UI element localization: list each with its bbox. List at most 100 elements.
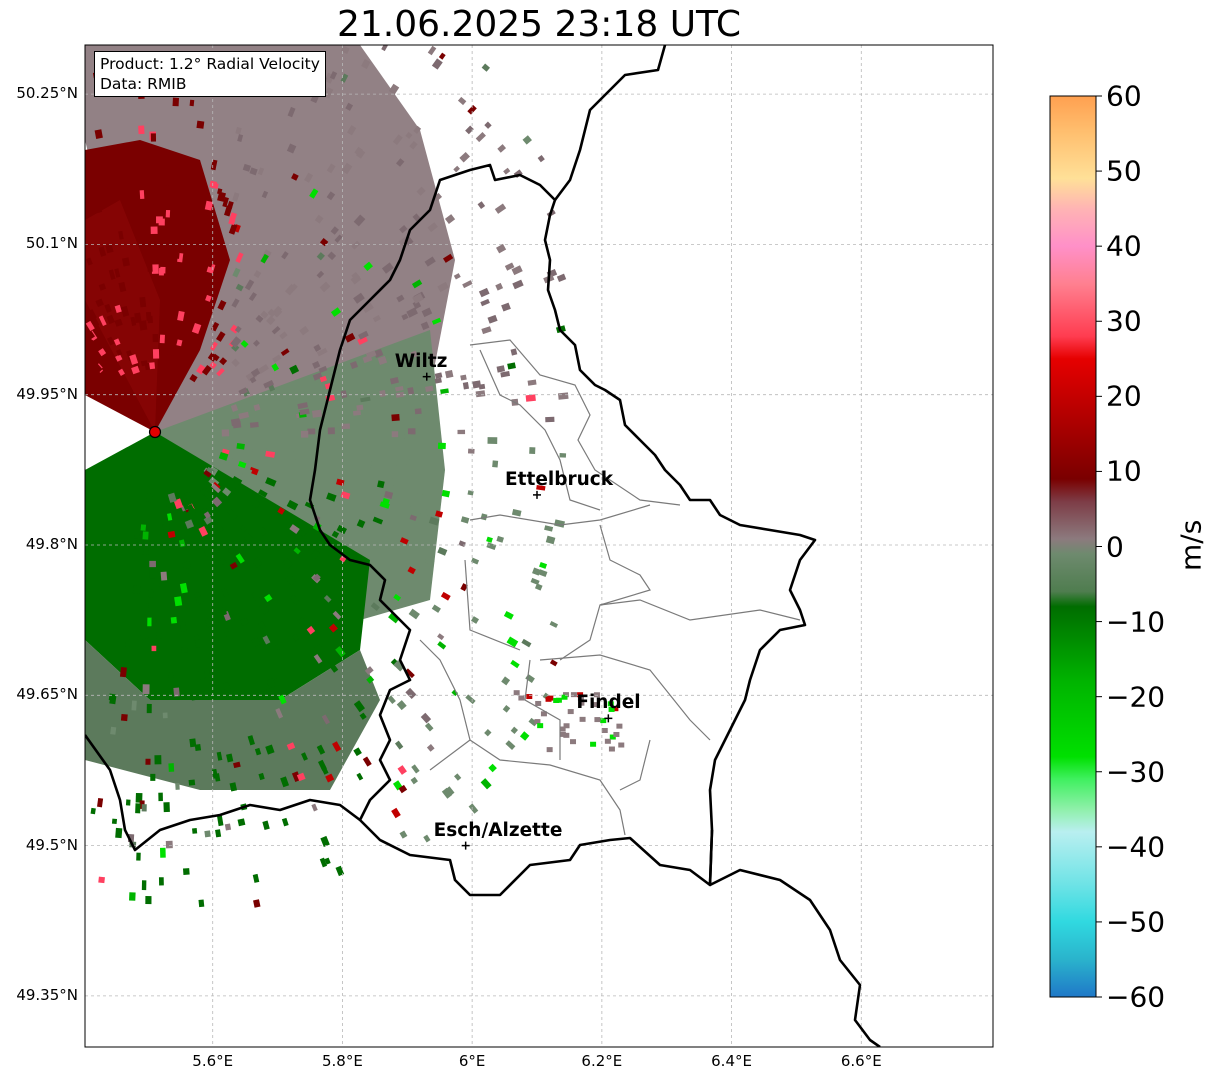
echo-speckle [399,537,409,545]
echo-speckle [135,803,141,814]
echo-speckle [437,442,446,450]
echo-speckle [186,513,196,526]
echo-speckle [406,307,418,318]
echo-speckle [319,857,328,868]
echo-speckle [335,646,346,658]
echo-speckle [297,402,308,410]
echo-speckle [527,379,537,386]
lon-tick-label: 6.2°E [581,1052,623,1070]
echo-speckle [211,768,218,779]
echo-speckle [307,428,316,435]
echo-speckle [454,773,462,781]
echo-speckle [399,225,408,234]
echo-speckle [426,744,435,752]
echo-speckle [486,536,493,543]
echo-speckle [349,361,359,370]
echo-speckle [230,336,242,348]
echo-speckle [113,338,121,346]
lat-tick-label: 49.35°N [16,985,78,1004]
echo-speckle [522,135,532,145]
echo-speckle [408,608,420,620]
echo-speckle [319,281,331,293]
echo-speckle [240,340,249,348]
echo-speckle [152,349,160,359]
echo-speckle [114,318,123,327]
echo-speckle [182,501,190,511]
echo-speckle [340,45,350,55]
echo-speckle [170,616,177,624]
echo-speckle [327,251,337,261]
echo-speckle [262,820,270,831]
echo-speckle [165,209,171,218]
echo-speckle [252,444,260,453]
lat-tick-label: 50.1°N [25,234,78,253]
echo-speckle [459,151,470,163]
echo-speckle [285,574,297,586]
echo-speckle [249,421,259,428]
echo-speckle [253,270,262,279]
echo-speckle [332,610,342,620]
echo-speckle [332,741,342,752]
echo-speckle [320,835,330,847]
echo-speckle [503,610,514,620]
echo-speckle [220,606,228,616]
echo-speckle [219,357,228,366]
echo-speckle [357,336,368,345]
echo-speckle [115,827,123,839]
echo-speckle [437,641,447,650]
echo-speckle [409,140,418,150]
echo-speckle [216,445,225,454]
echo-speckle [146,493,153,503]
echo-speckle [356,149,366,159]
echo-speckle [446,786,455,796]
echo-speckle [219,557,227,565]
echo-speckle [532,567,541,576]
echo-speckle [502,704,511,713]
echo-speckle [312,360,321,369]
echo-speckle [501,676,511,686]
echo-speckle [335,865,345,877]
echo-speckle [262,773,271,783]
echo-speckle [460,516,470,524]
echo-speckle [319,375,328,383]
echo-speckle [139,320,148,331]
echo-speckle [216,751,223,761]
echo-speckle [558,392,569,400]
echo-speckle [279,331,288,340]
echo-speckle [177,310,185,322]
echo-speckle [510,726,518,735]
echo-speckle [497,144,507,153]
echo-speckle [160,571,168,581]
echo-speckle [249,466,259,476]
city-marker [533,490,541,499]
echo-speckle [189,99,195,107]
echo-speckle [232,267,241,278]
echo-speckle [486,542,497,550]
echo-speckle [387,695,396,705]
echo-speckle [425,385,434,392]
echo-speckle [579,716,586,722]
echo-speckle [325,773,335,783]
echo-speckle [159,334,165,344]
echo-speckle [316,744,326,755]
echo-speckle [472,380,482,389]
echo-speckle [340,390,348,399]
echo-speckle [235,126,242,135]
echo-speckle [437,633,445,641]
echo-speckle [612,706,619,712]
echo-speckle [475,390,486,398]
echo-speckle [460,583,468,592]
echo-speckle [108,693,117,701]
echo-speckle [194,744,202,751]
echo-speckle [496,365,505,373]
echo-speckle [404,434,411,439]
echo-speckle [339,555,347,563]
echo-speckle [488,763,497,773]
echo-speckle [364,460,373,468]
echo-speckle [388,612,400,624]
echo-speckle [172,97,180,107]
echo-speckle [313,643,325,656]
echo-speckle [182,561,192,570]
echo-speckle [442,253,454,263]
echo-speckle [149,560,156,568]
